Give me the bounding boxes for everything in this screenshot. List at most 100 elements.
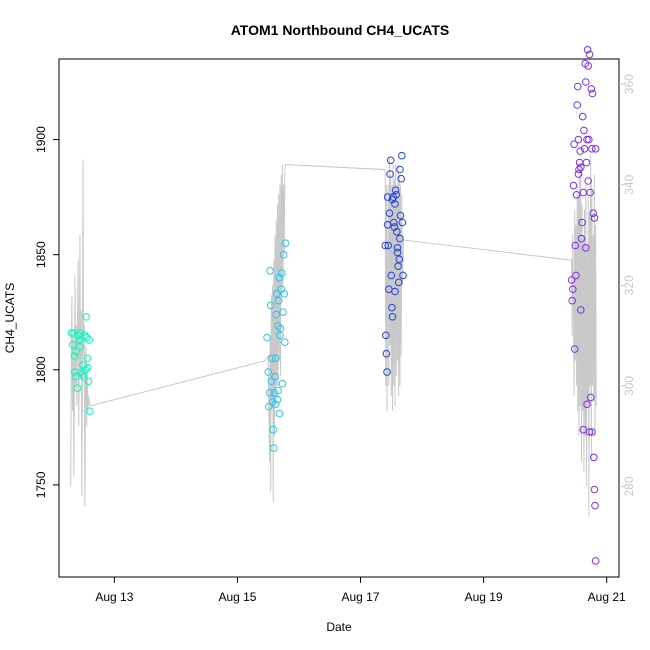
data-point	[569, 285, 577, 294]
data-point	[79, 361, 87, 370]
data-point	[386, 170, 394, 178]
data-point	[588, 89, 597, 98]
data-point	[81, 331, 89, 340]
right-axis: 280 300 320 340 360	[619, 74, 636, 496]
data-point	[569, 181, 578, 190]
data-point	[568, 296, 577, 305]
data-point	[574, 82, 582, 91]
data-point	[266, 267, 274, 275]
data-point	[572, 271, 580, 280]
y-axis-label: CH4_UCATS	[3, 283, 17, 353]
data-point	[79, 372, 88, 381]
data-point	[572, 191, 581, 199]
data-point	[82, 313, 90, 321]
data-point	[391, 186, 400, 194]
data-point	[281, 338, 289, 347]
data-point	[82, 333, 91, 342]
data-point	[580, 126, 588, 135]
y-tick-label: 1900	[34, 126, 48, 153]
data-point	[573, 101, 582, 109]
data-point	[383, 368, 391, 376]
data-point	[591, 557, 600, 565]
data-point	[271, 354, 280, 363]
data-point	[578, 218, 586, 227]
x-axis-label: Date	[326, 620, 352, 634]
data-point	[399, 271, 407, 280]
data-point	[278, 269, 286, 277]
data-point	[273, 290, 281, 298]
data-point	[396, 165, 404, 174]
data-point	[279, 308, 287, 317]
data-point	[586, 393, 595, 402]
data-point	[266, 301, 275, 310]
data-point	[570, 345, 579, 353]
data-point	[577, 163, 585, 171]
data-point	[388, 195, 397, 204]
data-point	[577, 306, 585, 314]
y2-tick-label: 300	[622, 376, 636, 396]
data-point	[387, 271, 396, 280]
data-point	[570, 140, 578, 148]
data-point	[396, 234, 404, 243]
data-point	[276, 324, 285, 333]
x-tick-label: Aug 19	[465, 590, 503, 604]
data-point	[274, 386, 282, 395]
data-point	[275, 273, 284, 282]
points-layer	[67, 46, 600, 565]
data-point	[394, 278, 403, 287]
data-point	[388, 313, 397, 321]
data-point	[83, 354, 92, 363]
data-point	[275, 409, 284, 418]
data-point	[265, 402, 273, 411]
data-point	[398, 151, 406, 160]
data-point	[574, 170, 583, 178]
data-point	[591, 145, 600, 153]
data-point	[578, 112, 587, 121]
data-point	[382, 331, 390, 340]
data-point	[271, 372, 279, 381]
data-point	[583, 46, 592, 54]
data-point	[584, 177, 593, 185]
data-point	[68, 340, 77, 349]
data-point	[383, 193, 392, 201]
y2-tick-label: 280	[622, 476, 636, 496]
data-point	[272, 310, 281, 319]
data-point	[588, 428, 596, 436]
data-point	[386, 156, 395, 165]
data-point	[71, 368, 79, 376]
data-point	[585, 135, 593, 144]
data-point	[582, 158, 591, 167]
data-point	[81, 366, 90, 374]
data-point	[269, 425, 278, 434]
data-point	[397, 174, 406, 183]
data-point	[579, 425, 588, 434]
data-point	[274, 296, 283, 305]
data-point	[268, 354, 276, 363]
data-point	[278, 379, 287, 388]
data-point	[398, 218, 407, 227]
data-point	[585, 50, 594, 59]
data-point	[574, 135, 583, 144]
data-point	[388, 303, 396, 312]
data-point	[271, 400, 280, 409]
y-axis: 1750 1800 1850 1900	[34, 126, 59, 498]
data-point	[270, 389, 279, 397]
data-point	[382, 349, 391, 358]
data-point	[393, 248, 402, 257]
data-point	[76, 329, 85, 337]
data-point	[580, 145, 589, 153]
data-point	[70, 352, 79, 360]
data-point	[577, 234, 586, 243]
data-point	[589, 209, 598, 217]
data-point	[85, 336, 93, 344]
data-point	[582, 78, 590, 86]
data-point	[72, 347, 80, 356]
data-point	[73, 384, 82, 393]
data-point	[385, 209, 394, 217]
y2-tick-label: 320	[622, 275, 636, 295]
data-point	[273, 395, 282, 404]
x-tick-label: Aug 17	[342, 590, 380, 604]
chart-title: ATOM1 Northbound CH4_UCATS	[231, 22, 450, 38]
